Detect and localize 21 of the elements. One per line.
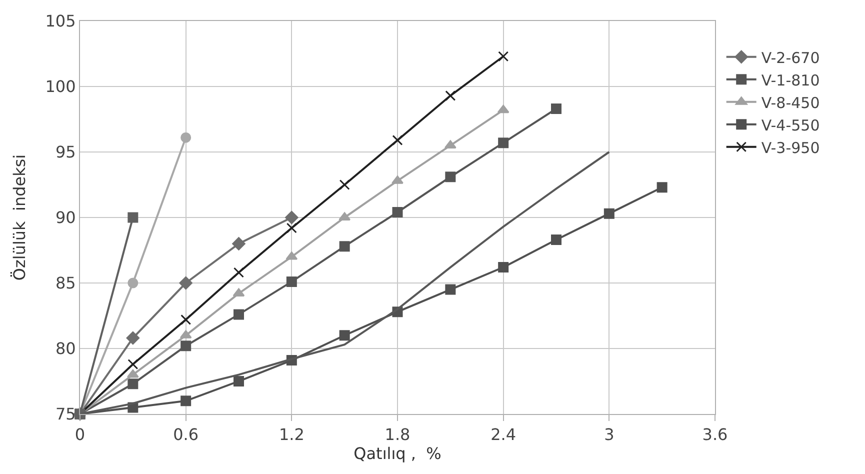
y-tick-label: 105 (45, 12, 76, 31)
y-tick-label: 75 (55, 404, 76, 424)
y-tick-label: 85 (55, 274, 76, 293)
x-tick-label: 1.2 (278, 425, 304, 444)
y-tick-label: 90 (55, 208, 76, 228)
x-tick-label: 3 (604, 425, 614, 444)
x-tick-label: 2.4 (490, 425, 516, 444)
legend-label: V-2-670 (761, 48, 820, 67)
legend-label: V-4-550 (761, 116, 820, 134)
legend-label: V-8-450 (761, 94, 820, 112)
y-tick-label: 100 (45, 77, 76, 96)
y-axis-title: Özlülük indeksi (10, 154, 30, 281)
x-axis-title: Qatılıq , % (354, 444, 442, 464)
x-tick-label: 0.6 (173, 425, 199, 444)
y-tick-label: 80 (55, 339, 76, 358)
x-tick-label: 1.8 (384, 425, 410, 444)
x-tick-label: 3.6 (702, 425, 728, 444)
legend-label: V-3-950 (761, 138, 820, 157)
x-tick-label: 0 (74, 425, 86, 444)
legend-label: V-1-810 (761, 71, 820, 90)
y-tick-label: 95 (55, 142, 76, 162)
